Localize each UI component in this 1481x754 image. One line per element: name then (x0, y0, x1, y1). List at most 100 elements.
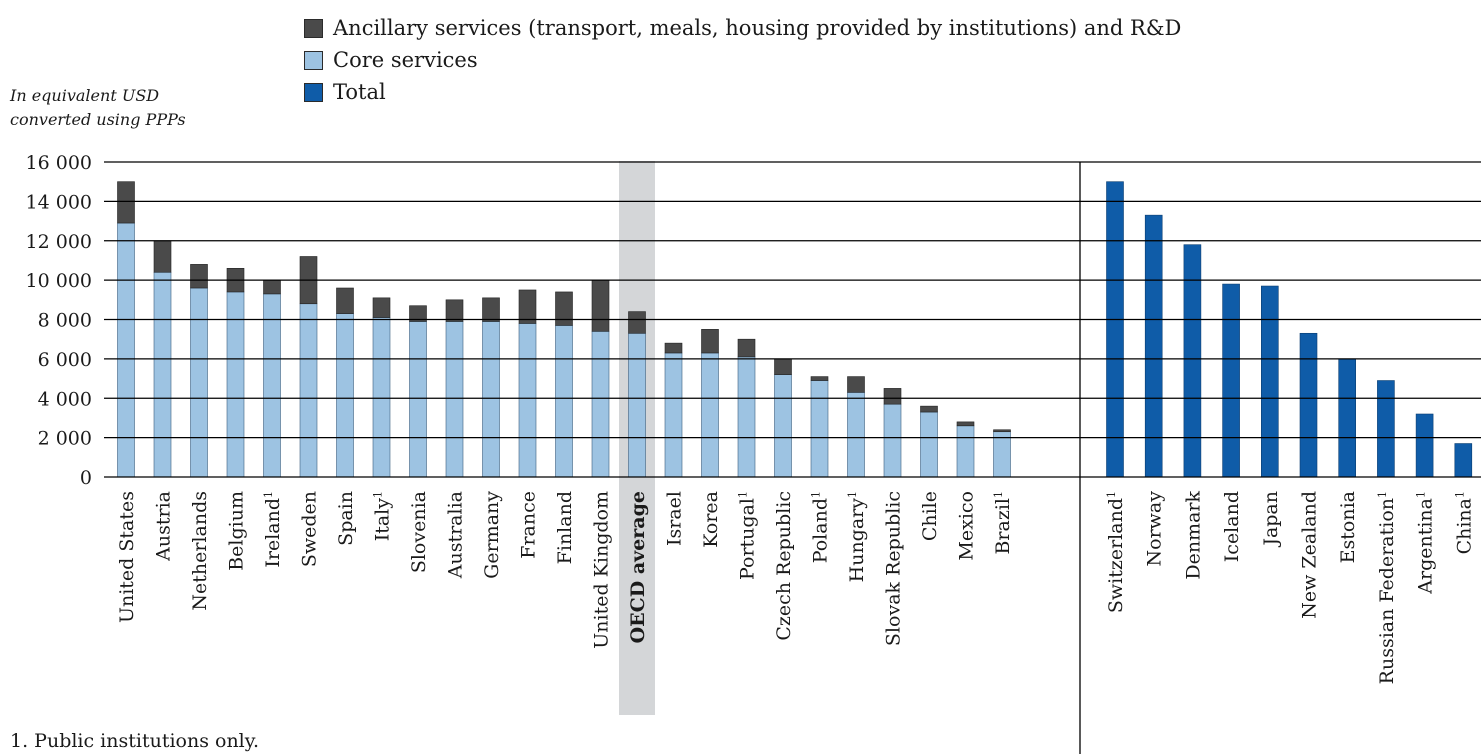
bar-ancillary (810, 376, 829, 381)
legend-swatch-ancillary (304, 18, 323, 38)
bar-core (482, 321, 500, 478)
x-tick-label: Slovenia (408, 491, 430, 573)
bar-ancillary (664, 342, 683, 354)
bar-ancillary (445, 299, 464, 322)
y-tick-label: 10 000 (26, 270, 92, 292)
bar-core (591, 331, 610, 478)
footnote: 1. Public institutions only. (10, 730, 260, 752)
bar-total (1377, 380, 1395, 478)
bar-ancillary (555, 291, 573, 326)
x-tick-label: Hungary1 (846, 491, 868, 582)
bar-ancillary (190, 264, 208, 289)
bar-total (1222, 283, 1240, 478)
legend: Ancillary services (transport, meals, ho… (304, 12, 1181, 108)
x-tick-label: Italy1 (372, 491, 394, 541)
x-tick-label: Czech Republic (773, 491, 795, 641)
bar-total (1106, 181, 1124, 478)
bar-core (664, 352, 683, 478)
x-tick-label: Australia (445, 491, 467, 579)
bar-core (628, 332, 646, 478)
x-tick-label: Denmark (1182, 491, 1204, 580)
bar-ancillary (701, 329, 719, 354)
bar-ancillary (628, 311, 646, 334)
bar-core (518, 323, 537, 478)
bar-ancillary (482, 297, 500, 322)
bar-core (737, 356, 756, 478)
x-tick-label: Chile (919, 491, 941, 541)
y-tick-label: 6 000 (38, 349, 92, 371)
x-tick-label: Israel (664, 491, 686, 546)
bar-core (336, 313, 354, 478)
bar-core (555, 325, 573, 478)
bar-ancillary (591, 279, 610, 332)
bar-core (190, 287, 208, 478)
x-tick-label: Slovak Republic (883, 491, 905, 646)
x-tick-label: Netherlands (189, 491, 211, 611)
x-tick-label: Finland (554, 491, 576, 564)
legend-swatch-total (304, 82, 323, 102)
bar-ancillary (774, 358, 792, 375)
x-tick-label: Austria (153, 491, 175, 562)
unit-label-line-2: converted using PPPs (10, 110, 186, 129)
y-tick-label: 14 000 (26, 191, 92, 213)
legend-label-ancillary: Ancillary services (transport, meals, ho… (333, 15, 1182, 40)
legend-label-total: Total (333, 79, 386, 104)
bar-ancillary (883, 388, 902, 405)
x-tick-label: New Zealand (1299, 491, 1321, 619)
x-axis: United States Austria Netherlands Belgium Ir… (116, 491, 1475, 685)
bar-ancillary (993, 429, 1011, 433)
bar-ancillary (117, 181, 135, 224)
bar-core (372, 317, 391, 478)
bar-core (774, 374, 792, 478)
y-axis: 0 2 000 4 000 6 000 8 000 10 000 12 000 14 000 1… (26, 152, 92, 489)
bar-core (847, 392, 865, 478)
y-tick-label: 8 000 (38, 310, 92, 332)
bar-core (153, 271, 172, 478)
legend-item-ancillary: Ancillary services (transport, meals, ho… (304, 12, 1181, 44)
x-tick-label: Norway (1144, 491, 1166, 567)
legend-swatch-core (304, 50, 323, 70)
x-tick-label: China1 (1453, 491, 1475, 554)
x-tick-label: Mexico (956, 491, 978, 561)
bar-core (409, 321, 427, 478)
bar-core (299, 303, 318, 478)
x-tick-label: Estonia (1337, 491, 1359, 563)
x-tick-label: United Kingdom (591, 491, 613, 649)
bar-ancillary (336, 287, 354, 314)
bar-ancillary (372, 297, 391, 318)
x-tick-label: Iceland (1221, 491, 1243, 562)
grid-layer (104, 161, 1481, 754)
unit-label-line-1: In equivalent USD (10, 86, 160, 105)
bar-total (1338, 358, 1356, 478)
bar-core (920, 411, 938, 478)
x-tick-label: Russian Federation1 (1376, 491, 1398, 684)
x-tick-label: Argentina1 (1415, 491, 1437, 595)
bar-core (701, 352, 719, 478)
bar-core (956, 425, 975, 478)
y-tick-label: 12 000 (26, 231, 92, 253)
x-tick-label: Switzerland1 (1105, 491, 1127, 613)
y-tick-label: 0 (80, 467, 92, 489)
bar-core (117, 222, 135, 478)
legend-item-core: Core services (304, 44, 1181, 76)
x-tick-label: Sweden (299, 491, 321, 567)
x-tick-label: Spain (335, 491, 357, 546)
bar-total (1415, 413, 1434, 478)
bar-ancillary (737, 338, 756, 358)
x-tick-label: OECD average (627, 491, 649, 643)
bar-core (993, 431, 1011, 478)
y-tick-label: 4 000 (38, 388, 92, 410)
x-tick-label: France (518, 491, 540, 559)
x-tick-label: Germany (481, 491, 503, 579)
bar-total (1261, 285, 1279, 478)
bars-layer (117, 181, 1473, 478)
y-tick-label: 16 000 (26, 152, 92, 174)
x-tick-label: Japan (1260, 491, 1282, 548)
bar-core (445, 321, 464, 478)
x-tick-label: Portugal1 (737, 491, 759, 580)
x-tick-label: Ireland1 (262, 491, 284, 568)
legend-label-core: Core services (333, 47, 478, 72)
bar-core (883, 403, 902, 478)
bar-core (810, 380, 829, 478)
